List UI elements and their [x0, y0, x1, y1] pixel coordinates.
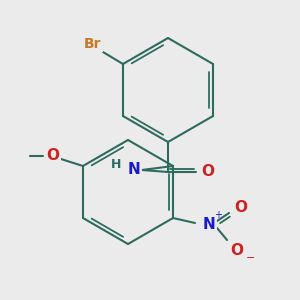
Text: H: H [111, 158, 121, 170]
Text: N: N [203, 217, 215, 232]
Text: +: + [214, 210, 222, 220]
Text: O: O [46, 148, 59, 163]
Text: N: N [128, 161, 140, 176]
Text: O: O [202, 164, 214, 179]
Text: −: − [245, 253, 255, 263]
Text: O: O [230, 242, 244, 257]
Text: Br: Br [84, 37, 102, 51]
Text: O: O [235, 200, 248, 214]
